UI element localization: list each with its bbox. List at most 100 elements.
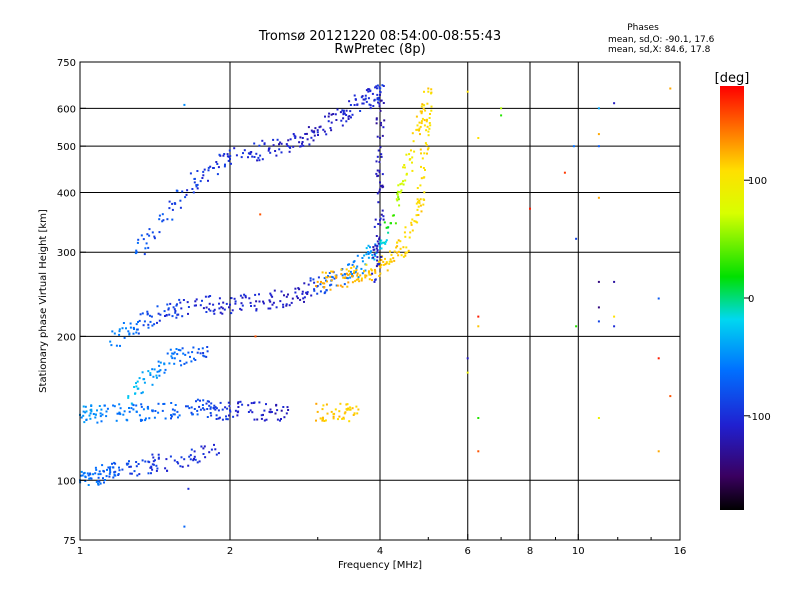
data-point [422,107,425,110]
data-point [360,96,363,99]
data-point [265,403,267,406]
data-point [342,113,345,116]
data-point [305,132,308,135]
data-point [351,281,354,284]
data-point [348,273,351,275]
data-point [206,416,209,418]
data-point [333,277,336,280]
data-point [427,87,430,90]
data-point [158,319,161,322]
data-point [378,188,381,191]
data-point [336,108,339,111]
data-point [377,149,380,152]
data-point [237,402,239,405]
data-point [205,355,208,358]
data-point [330,113,333,116]
data-point [365,263,368,266]
data-point [404,254,407,257]
data-point [355,405,358,408]
data-point [168,200,171,203]
data-point [364,94,367,97]
data-point [214,406,217,409]
data-point [417,205,420,208]
data-point [279,141,282,144]
data-point [423,191,426,194]
data-point [267,148,270,151]
data-point [158,374,161,377]
data-point [228,306,230,309]
data-point [86,472,89,475]
data-point [230,297,233,300]
data-point [232,415,235,418]
data-point [169,348,172,351]
data-point [85,419,88,421]
data-point [339,402,342,405]
data-point [90,410,93,413]
data-point [361,260,364,263]
data-point [268,299,271,302]
data-point [151,468,154,471]
data-point [175,304,178,307]
data-point [349,408,352,411]
x-tick-label: 8 [527,546,533,557]
data-point [132,408,135,411]
data-point [352,414,355,416]
data-point [119,407,122,410]
data-point [597,145,600,148]
data-point [313,281,316,284]
data-point [319,417,322,420]
data-point [309,279,312,282]
data-point [228,149,231,152]
data-point [249,151,252,154]
data-point [94,466,97,469]
data-point [105,475,108,478]
data-point [153,237,156,240]
data-point [357,278,360,280]
data-point [396,245,399,248]
data-point [397,250,400,253]
data-point [396,199,399,202]
data-point [135,410,138,413]
data-point [405,153,408,156]
data-point [207,295,210,298]
data-point [402,183,405,186]
data-point [334,113,337,116]
data-point [171,218,174,221]
data-point [213,407,216,410]
data-point [402,166,405,169]
data-point [410,223,413,226]
data-point [164,368,167,371]
data-point [261,139,264,142]
data-point [106,407,109,410]
data-point [430,105,433,108]
data-point [327,120,330,123]
data-point [397,239,400,242]
data-point [95,468,98,471]
data-point [128,410,131,413]
data-point [80,470,83,473]
data-point [408,158,411,161]
data-point [187,306,190,308]
data-point [269,411,272,414]
data-point [424,109,427,112]
data-point [351,113,354,116]
data-point [350,116,352,119]
data-point [227,401,230,404]
data-point [315,419,317,422]
data-point [421,103,424,106]
data-point [397,184,400,187]
data-point [349,406,352,409]
data-point [338,415,341,418]
y-tick-label: 75 [63,536,76,547]
data-point [378,161,381,163]
data-point [377,201,380,204]
data-point [239,400,242,403]
data-point [597,133,600,136]
data-point [423,152,426,155]
data-point [332,270,335,273]
data-point [215,407,218,410]
data-point [162,403,165,405]
data-point [335,284,338,287]
data-point [274,150,277,152]
data-point [193,181,196,184]
